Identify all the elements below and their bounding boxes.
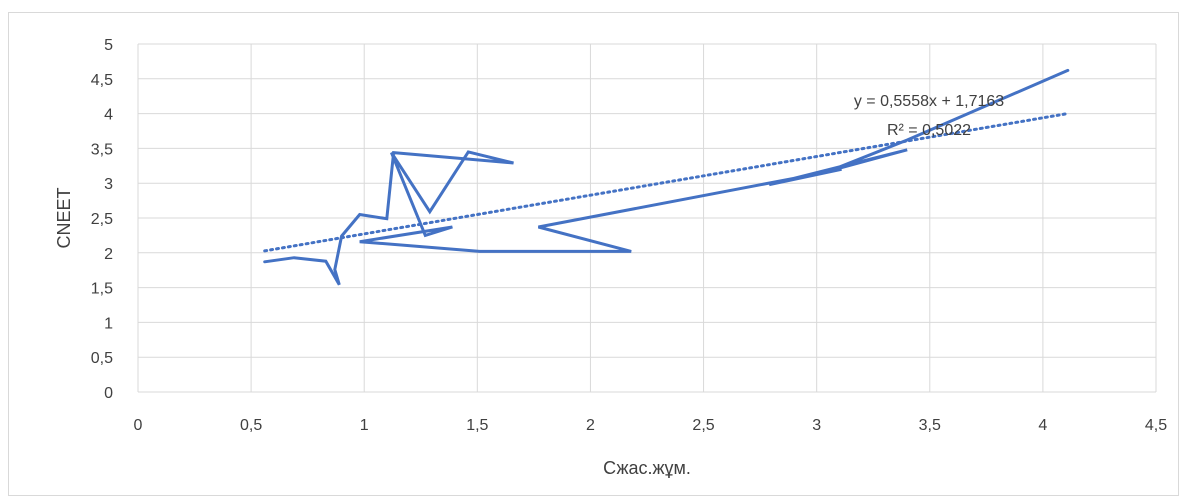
x-tick-label: 1 [360, 417, 369, 434]
y-tick-label: 5 [104, 37, 113, 54]
x-tick-label: 0 [134, 417, 143, 434]
y-tick-label: 4,5 [91, 72, 113, 89]
x-tick-label: 2 [586, 417, 595, 434]
series-layer [263, 68, 1070, 286]
y-tick-label: 3,5 [91, 141, 113, 158]
trendline [263, 112, 1070, 253]
trendline-r-squared: R² = 0,5022 [887, 122, 971, 139]
y-tick-label: 0 [104, 385, 113, 402]
x-tick-label: 4 [1038, 417, 1047, 434]
x-tick-label: 3,5 [919, 417, 941, 434]
y-axis-title: CNEET [54, 187, 74, 248]
x-tick-label: 0,5 [240, 417, 262, 434]
y-tick-label: 1,5 [91, 281, 113, 298]
x-axis-title: Сжас.жұм. [603, 458, 691, 478]
x-tick-label: 1,5 [466, 417, 488, 434]
x-tick-label: 3 [812, 417, 821, 434]
y-tick-label: 1 [104, 315, 113, 332]
trendline-equation: y = 0,5558x + 1,7163 [854, 93, 1004, 110]
chart-frame [8, 12, 1179, 496]
tick-layer: 0 0,5 1 1,5 2 2,5 3 3,5 4 4,5 5 0 0,5 1 1,5 2 2,5 3 3,5 4 4,… [91, 37, 1167, 434]
grid-layer [137, 43, 1157, 393]
y-tick-label: 0,5 [91, 350, 113, 367]
y-tick-label: 2,5 [91, 211, 113, 228]
y-tick-label: 2 [104, 246, 113, 263]
y-tick-label: 3 [104, 176, 113, 193]
x-tick-label: 4,5 [1145, 417, 1167, 434]
y-tick-label: 4 [104, 107, 113, 124]
x-tick-label: 2,5 [692, 417, 714, 434]
